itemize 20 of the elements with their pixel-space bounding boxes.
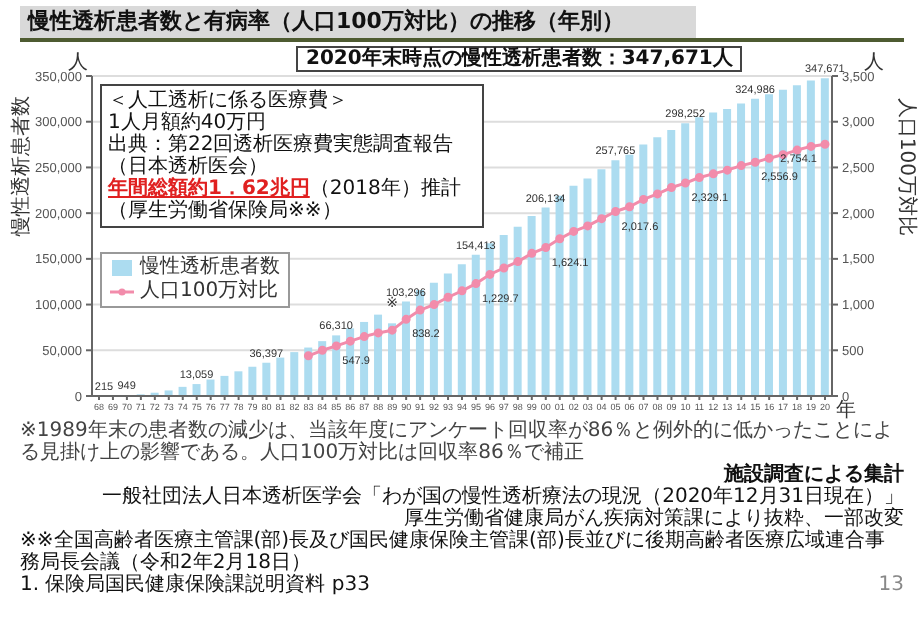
- text: ※※全国高齢者医療主管課(部)長及び国民健康保険主管課(部)長並びに後期高齢者医療広域連合事務局長会議（令和2年2月18日）: [20, 530, 887, 574]
- annotation: 年間総額約1．62兆円: [108, 178, 310, 200]
- text: 厚生労働省健康局がん疾病対策課により抜粋、一部改変: [402, 508, 904, 530]
- text: 施設調査による集計: [722, 464, 904, 486]
- text: 13: [878, 574, 904, 596]
- annotation: 1人月額約40万円: [108, 112, 267, 134]
- y2-axis-title: 人口100万対比: [894, 97, 919, 236]
- annotation: 出典：第22回透析医療費実態調査報告（日本透析医会）: [108, 134, 454, 178]
- annotation: ＜人工透析に係る医療費＞: [108, 90, 350, 112]
- text: 一般社団法人日本透析医学会「わが国の慢性透析療法の現況（2020年12月31日現在）」: [100, 486, 904, 508]
- y-axis-title: 慢性透析患者数: [9, 96, 34, 238]
- legend-label: 慢性透析患者数: [140, 256, 280, 279]
- legend-label: 人口100万対比: [140, 280, 279, 304]
- chart-title: 慢性透析患者数と有病率（人口100万対比）の推移（年別）: [20, 6, 696, 38]
- text: 人: [864, 50, 884, 74]
- annotation: （厚生労働省保険局※※）: [108, 200, 344, 222]
- text: 人: [68, 50, 88, 74]
- text: 1. 保険局国民健康保険課説明資料 p33: [20, 574, 370, 596]
- text: 2020年末時点の慢性透析患者数：347,671人: [296, 46, 743, 72]
- text: ※1989年末の患者数の減少は、当該年度にアンケート回収率が86％と例外的に低かったことによる見掛け上の影響である。人口100万対比は回収率86％で補正: [20, 420, 894, 464]
